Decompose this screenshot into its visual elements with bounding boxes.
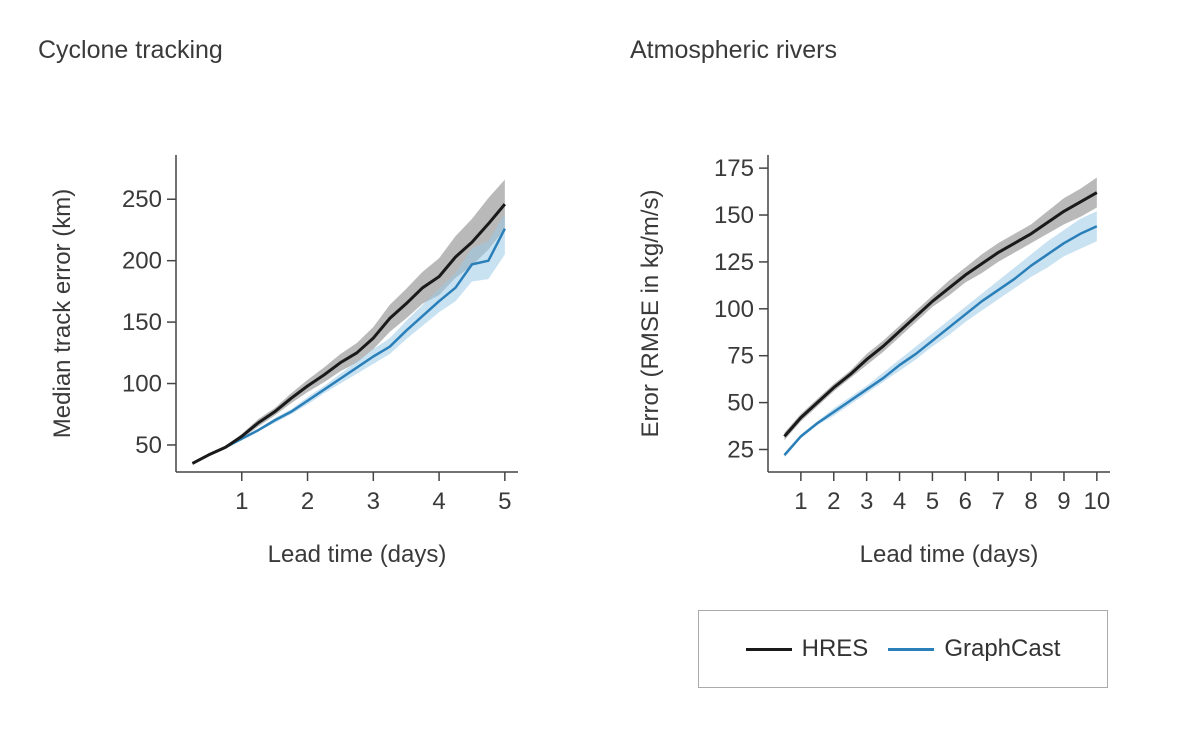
x-tick-label: 4 (432, 488, 445, 515)
x-axis-label: Lead time (days) (268, 541, 447, 568)
legend-item-hres: HRES (745, 635, 869, 663)
y-tick-label: 100 (714, 296, 754, 323)
series-line-graphcast (191, 228, 506, 465)
x-tick-label: 5 (926, 488, 939, 515)
y-tick-label: 150 (714, 202, 754, 229)
x-tick-label: 10 (1083, 488, 1110, 515)
x-tick-label: 6 (959, 488, 972, 515)
chart-title: Atmospheric rivers (630, 36, 837, 64)
x-axis-label: Lead time (days) (860, 541, 1039, 568)
series-line-hres (191, 203, 506, 465)
legend: HRES GraphCast (698, 610, 1108, 688)
x-tick-label: 9 (1057, 488, 1070, 515)
legend-swatch-hres (745, 647, 792, 651)
y-tick-label: 100 (122, 371, 162, 398)
x-tick-label: 7 (992, 488, 1005, 515)
y-tick-label: 50 (727, 390, 754, 417)
y-tick-label: 175 (714, 155, 754, 182)
x-tick-label: 5 (498, 488, 511, 515)
chart-title: Cyclone tracking (38, 36, 223, 64)
y-tick-label: 25 (727, 436, 754, 463)
y-tick-label: 200 (122, 248, 162, 275)
confidence-band-hres (784, 177, 1097, 441)
y-axis-label: Median track error (km) (49, 189, 76, 438)
y-axis-label: Error (RMSE in kg/m/s) (637, 189, 664, 437)
y-tick-label: 125 (714, 249, 754, 276)
x-tick-label: 3 (367, 488, 380, 515)
y-tick-label: 150 (122, 309, 162, 336)
series-line-graphcast (783, 225, 1098, 456)
x-tick-label: 2 (301, 488, 314, 515)
x-tick-label: 8 (1024, 488, 1037, 515)
confidence-band-hres (192, 179, 505, 465)
series-line-hres (783, 191, 1098, 438)
y-tick-label: 250 (122, 186, 162, 213)
legend-item-graphcast: GraphCast (888, 635, 1060, 663)
x-tick-label: 2 (827, 488, 840, 515)
y-tick-label: 50 (135, 432, 162, 459)
legend-swatch-graphcast (888, 647, 935, 651)
y-tick-label: 75 (727, 343, 754, 370)
x-tick-label: 1 (235, 488, 248, 515)
legend-label-graphcast: GraphCast (944, 635, 1061, 662)
x-tick-label: 4 (893, 488, 906, 515)
x-tick-label: 1 (794, 488, 807, 515)
x-tick-label: 3 (860, 488, 873, 515)
legend-label-hres: HRES (801, 635, 869, 662)
